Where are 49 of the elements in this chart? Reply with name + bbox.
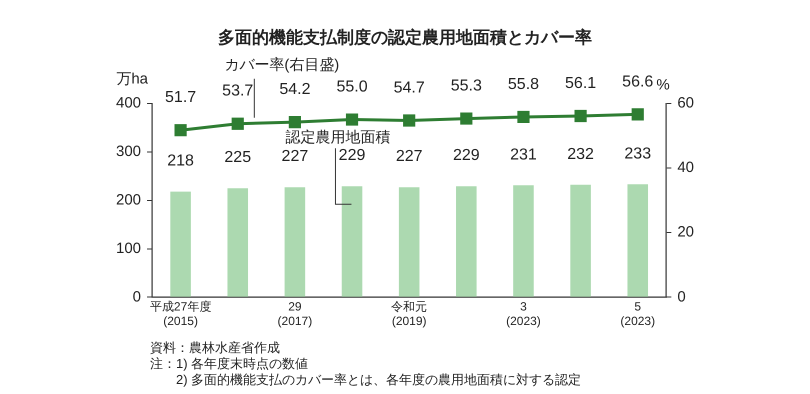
text: カバー率(右目盛) [224,56,340,74]
point [574,110,587,122]
y2-tick-label: 20 [677,224,694,241]
data-label: 218 [167,152,194,170]
data-label: 229 [452,147,480,164]
y-axis-title: 万ha [116,70,149,88]
data-label: 55.8 [508,76,540,93]
text: 資料：農林水産省作成 [150,340,280,355]
point [632,108,644,120]
data-label: 233 [624,145,652,162]
y-tick-label: 100 [116,240,142,257]
data-label: 56.1 [565,74,596,92]
data-label: 55.0 [336,78,368,96]
data-label: 231 [510,146,537,164]
y2-axis-title: % [656,76,670,94]
y-tick-label: 300 [116,142,142,160]
x-tick-label: 29 (2017) [278,300,312,328]
x-tick-label: 5 (2023) [620,300,656,328]
text: 認定農用地面積 [285,129,390,146]
chart-title: 多面的機能支払制度の認定農用地面積とカバー率 [218,28,592,47]
data-label: 227 [282,148,308,166]
point [517,110,530,124]
x-tick-label: 平成27年度 (2015) [150,300,212,328]
y-tick-label: 400 [116,94,142,112]
data-label: 229 [338,147,366,164]
x-tick-label: 令和元 (2019) [391,300,428,328]
data-label: 55.3 [450,78,482,95]
point [460,112,472,125]
y-tick-label: 0 [132,288,142,306]
data-label: 225 [224,149,252,166]
point [174,124,187,136]
point [403,114,416,127]
text: 2) 多面的機能支払のカバー率とは、各年度の農用地面積に対する認定 [150,372,582,387]
point [288,116,301,128]
x-tick-label: 3 (2023) [506,300,541,328]
point [232,118,244,130]
data-label: 51.7 [165,89,196,106]
text: 注：1) 各年度末時点の数値 [150,356,308,371]
data-label: 54.7 [394,80,425,97]
data-label: 232 [567,146,594,163]
y2-tick-label: 40 [677,159,694,176]
y-tick-label: 200 [116,191,142,208]
data-label: 54.2 [279,81,311,98]
data-label: 53.7 [222,82,254,100]
data-label: 56.6 [622,73,654,90]
data-label: 227 [396,148,423,166]
y2-tick-label: 0 [677,288,686,306]
y2-tick-label: 60 [677,94,694,112]
point [346,113,358,126]
